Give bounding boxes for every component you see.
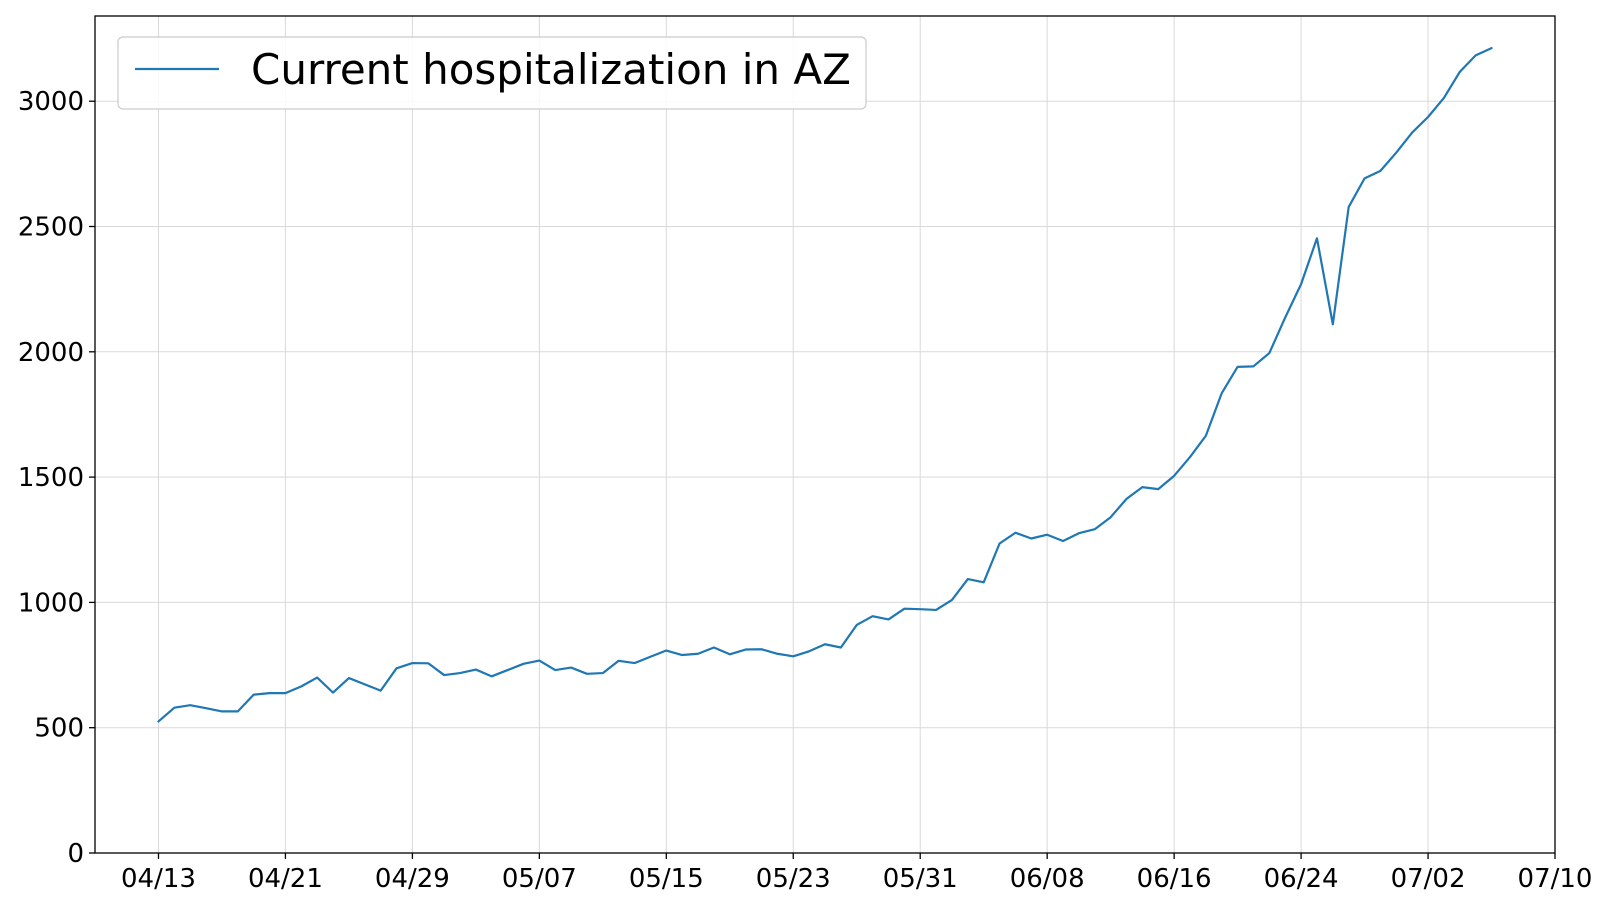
series-lines <box>157 46 1493 723</box>
grid <box>95 16 1556 854</box>
x-tick-label: 04/29 <box>375 864 450 894</box>
x-tick-label: 06/08 <box>1010 864 1085 894</box>
x-tick-label: 06/16 <box>1137 864 1212 894</box>
x-tick-label: 05/31 <box>883 864 958 894</box>
x-tick-label: 05/07 <box>502 864 577 894</box>
plot-frame <box>94 15 1556 854</box>
y-tick-label: 1000 <box>18 588 84 618</box>
y-tick-label: 0 <box>67 839 84 869</box>
x-tick-label: 05/23 <box>756 864 831 894</box>
x-tick-label: 07/02 <box>1391 864 1466 894</box>
y-tick-label: 2500 <box>18 213 84 243</box>
legend-label: Current hospitalization in AZ <box>251 45 851 94</box>
series-line <box>157 46 1493 723</box>
x-tick-label: 06/24 <box>1264 864 1339 894</box>
y-tick-label: 1500 <box>18 463 84 493</box>
y-tick-label: 3000 <box>18 87 84 117</box>
axis-ticks: 04/13 04/21 04/29 05/07 05/15 05/23 05/31 06/08… <box>18 87 1593 894</box>
x-tick-label: 04/13 <box>121 864 196 894</box>
legend-box <box>117 36 867 110</box>
x-tick-label: 05/15 <box>629 864 704 894</box>
x-tick-label: 04/21 <box>248 864 323 894</box>
y-tick-label: 500 <box>34 714 84 744</box>
y-tick-label: 2000 <box>18 338 84 368</box>
legend: Current hospitalization in AZ <box>117 36 867 110</box>
x-tick-label: 07/10 <box>1518 864 1593 894</box>
